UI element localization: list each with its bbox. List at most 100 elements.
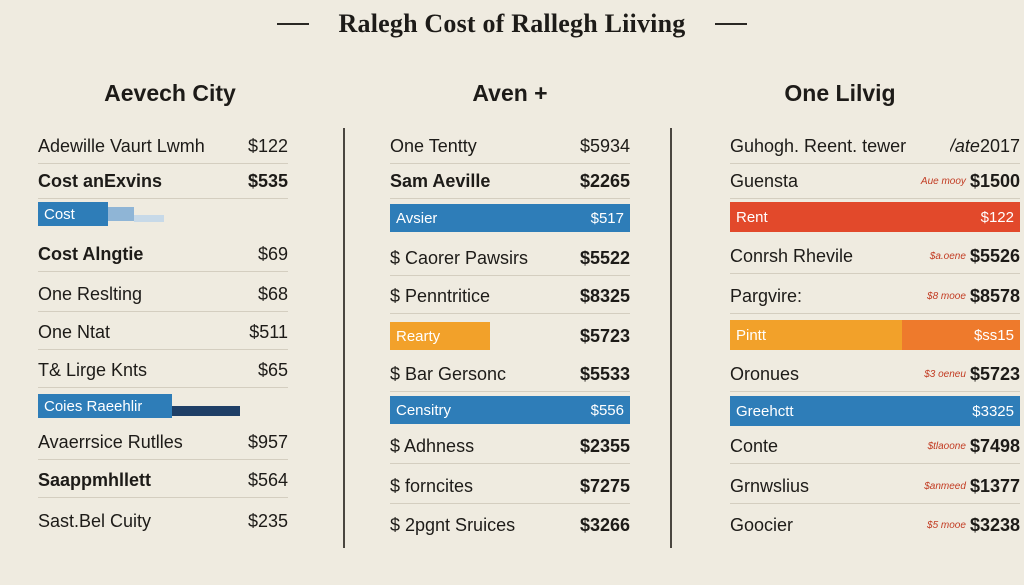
- row-label: $ Penntritice: [390, 286, 491, 306]
- row-label: $ forncites: [390, 476, 474, 496]
- row-value: $7498: [969, 436, 1020, 456]
- row-note: $tlaoone: [927, 441, 966, 452]
- col1-row: Sast.Bel Cuity $235: [38, 504, 288, 538]
- row-label: Censitry: [396, 401, 452, 419]
- col1-row: T& Lirge Knts $65: [38, 354, 288, 388]
- row-label: One Reslting: [38, 284, 143, 304]
- row-note: /ate: [949, 136, 980, 156]
- row-label: $ Bar Gersonc: [390, 364, 507, 384]
- col1-row: Adewille Vaurt Lwmh $122: [38, 130, 288, 164]
- col3-bar-row: Pintt $ss15: [730, 320, 1020, 350]
- row-value: 2017: [979, 136, 1020, 156]
- col3-row: Pargvire: $8 mooe $8578: [730, 280, 1020, 314]
- row-value: $122: [980, 208, 1014, 226]
- row-label: Pintt: [736, 326, 767, 344]
- row-value: $8325: [579, 286, 630, 306]
- row-value: $5522: [579, 248, 630, 268]
- col1-row: One Ntat $511: [38, 316, 288, 350]
- col1-heading: Aevech City: [104, 80, 236, 106]
- col1-bar-row: Coies Raeehlir: [38, 394, 288, 418]
- row-label: Oronues: [730, 364, 800, 384]
- row-value: $2355: [579, 436, 630, 456]
- row-label: Cost Alngtie: [38, 244, 144, 264]
- row-label: Guensta: [730, 171, 799, 191]
- row-label: Avaerrsice Rutlles: [38, 432, 183, 452]
- page-title: Ralegh Cost of Rallegh Liiving: [338, 9, 686, 38]
- row-value: $1500: [969, 171, 1020, 191]
- col2-row: $ Penntritice $8325: [390, 280, 630, 314]
- divider-2: [670, 128, 672, 548]
- row-value: $122: [247, 136, 288, 156]
- col2-row: $ Caorer Pawsirs $5522: [390, 242, 630, 276]
- row-label: Sam Aeville: [390, 171, 491, 191]
- col2-row: One Tentty $5934: [390, 130, 630, 164]
- row-label: Sast.Bel Cuity: [38, 510, 152, 531]
- title-rule-left: [276, 23, 309, 25]
- row-value: $5723: [969, 364, 1020, 384]
- row-label: Rent: [736, 208, 768, 226]
- col1-row: Cost Alngtie $69: [38, 238, 288, 272]
- col2-row: $ forncites $7275: [390, 470, 630, 504]
- col3-row: Conte $tlaoone $7498: [730, 430, 1020, 464]
- row-value: $69: [257, 244, 288, 264]
- col3-bar-row: Rent $122: [730, 202, 1020, 232]
- row-label: Grnwslius: [730, 476, 810, 496]
- col2-bar-row: Censitry $556: [390, 396, 630, 424]
- row-note: $5 mooe: [927, 519, 966, 531]
- row-value: $ss15: [973, 326, 1014, 344]
- row-value: $8578: [969, 286, 1020, 306]
- col3-row: Goocier $5 mooe $3238: [730, 508, 1020, 542]
- row-note: $8 mooe: [927, 291, 966, 302]
- row-value: $68: [257, 284, 288, 304]
- col2-row: $ Adhness $2355: [390, 430, 630, 464]
- bar-fill: [38, 394, 172, 418]
- row-value: $5723: [579, 325, 630, 346]
- row-label: Guhogh. Reent. tewer: [730, 136, 907, 156]
- divider-1: [343, 128, 345, 548]
- row-label: Saappmhllett: [38, 470, 152, 490]
- row-value: $3238: [969, 514, 1020, 535]
- bar-fill-light: [108, 206, 134, 222]
- col2-row: $ 2pgnt Sruices $3266: [390, 508, 630, 542]
- row-label: Adewille Vaurt Lwmh: [38, 136, 205, 156]
- bar-fill-faint: [134, 215, 164, 223]
- row-value: $511: [249, 322, 288, 342]
- row-label: One Ntat: [38, 322, 111, 342]
- row-label: T& Lirge Knts: [38, 360, 148, 380]
- row-value: $564: [247, 470, 288, 490]
- col1-row: One Reslting $68: [38, 278, 288, 312]
- bar-fill-right: [902, 320, 1020, 350]
- row-value: $3325: [972, 402, 1014, 420]
- row-label: Cost: [44, 205, 75, 223]
- col3-bar-row: Greehctt $3325: [730, 396, 1020, 426]
- col2-row: Sam Aeville $2265: [390, 165, 630, 199]
- bar-fill-dark: [172, 406, 240, 416]
- col3-row: Guensta Aue mooy $1500: [730, 165, 1020, 199]
- row-value: $3266: [579, 514, 630, 535]
- row-value: $5526: [969, 246, 1020, 266]
- row-label: $ Adhness: [390, 436, 475, 456]
- row-value: $7275: [579, 476, 630, 496]
- bar-fill: [730, 320, 902, 350]
- row-value: $535: [247, 171, 288, 191]
- row-note: Aue mooy: [920, 176, 966, 187]
- col2-row: $ Bar Gersonc $5533: [390, 358, 630, 392]
- col2-heading: Aven +: [472, 80, 548, 106]
- row-label: Conrsh Rhevile: [730, 246, 854, 266]
- col3-row: Grnwslius $anmeed $1377: [730, 470, 1020, 504]
- row-value: $5533: [579, 364, 630, 384]
- col1-row: Avaerrsice Rutlles $957: [38, 426, 288, 460]
- row-value: $957: [247, 432, 288, 452]
- row-label: One Tentty: [390, 136, 477, 156]
- row-label: Conte: [730, 436, 779, 456]
- col1-row: Cost anExvins $535: [38, 165, 288, 199]
- row-label: Coies Raeehlir: [44, 397, 143, 415]
- row-value: $1377: [969, 476, 1020, 496]
- row-label: Greehctt: [736, 402, 794, 420]
- col1-bar-row: Cost: [38, 202, 288, 226]
- title-rule-right: [715, 23, 748, 25]
- row-label: Cost anExvins: [38, 171, 163, 191]
- row-label: $ 2pgnt Sruices: [390, 514, 516, 535]
- row-label: Goocier: [730, 514, 794, 535]
- row-label: Avsier: [396, 209, 438, 227]
